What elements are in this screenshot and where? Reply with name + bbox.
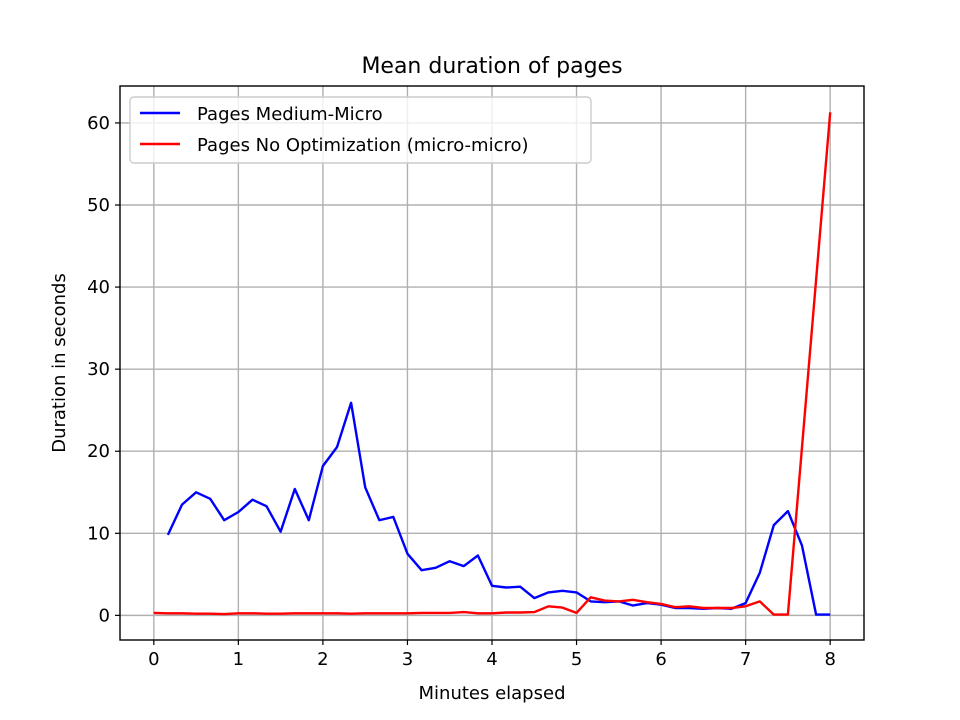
- x-tick-label: 8: [824, 649, 835, 670]
- legend-label-medium-micro: Pages Medium-Micro: [197, 104, 383, 125]
- legend: Pages Medium-Micro Pages No Optimization…: [129, 96, 592, 164]
- y-tick-label: 10: [87, 523, 110, 544]
- y-tick-label: 50: [87, 195, 110, 216]
- y-tick-label: 20: [87, 441, 110, 462]
- grid: [120, 86, 864, 640]
- y-axis-label: Duration in seconds: [49, 273, 70, 453]
- x-tick-label: 3: [402, 649, 413, 670]
- legend-label-no-optimization: Pages No Optimization (micro-micro): [197, 135, 529, 156]
- y-tick-label: 0: [99, 605, 110, 626]
- x-tick-label: 2: [317, 649, 328, 670]
- y-tick-label: 60: [87, 113, 110, 134]
- y-axis-ticks: 0 10 20 30 40 50 60: [87, 113, 120, 626]
- chart-title: Mean duration of pages: [361, 54, 622, 79]
- x-tick-label: 6: [655, 649, 666, 670]
- x-tick-label: 0: [148, 649, 159, 670]
- x-tick-label: 4: [486, 649, 497, 670]
- y-tick-label: 30: [87, 359, 110, 380]
- y-tick-label: 40: [87, 277, 110, 298]
- x-tick-label: 5: [571, 649, 582, 670]
- x-tick-label: 7: [740, 649, 751, 670]
- series-group: [153, 112, 832, 616]
- x-axis-ticks: 0 1 2 3 4 5 6 7 8: [148, 640, 836, 670]
- series-line-no-optimization: [153, 112, 832, 616]
- x-tick-label: 1: [233, 649, 244, 670]
- series-line-medium-micro: [166, 401, 831, 616]
- x-axis-label: Minutes elapsed: [419, 683, 566, 704]
- legend-box: [129, 96, 592, 164]
